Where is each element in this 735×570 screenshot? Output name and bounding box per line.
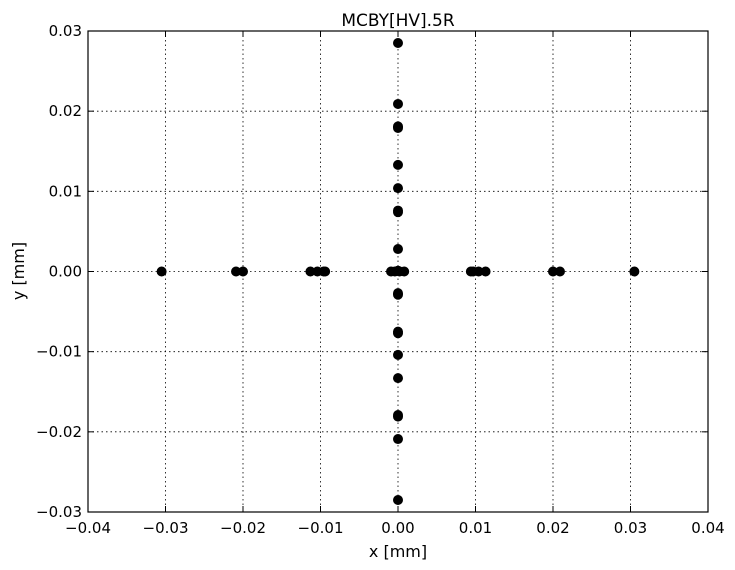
data-point [320, 266, 331, 277]
data-point [554, 266, 565, 277]
data-point [393, 98, 403, 109]
x-tick-labels: −0.04 −0.03 −0.02 −0.01 0.00 0.01 0.02 0.03 0.04 [65, 519, 725, 537]
data-point [393, 159, 403, 170]
x-tick-label: 0.00 [381, 519, 414, 537]
y-axis-label: y [mm] [9, 242, 28, 300]
data-point [393, 244, 403, 255]
ticks [87, 30, 709, 513]
data-point [393, 328, 403, 339]
y-tick-labels: −0.03 −0.02 −0.01 0.00 0.01 0.02 0.03 [36, 22, 82, 521]
x-tick-label: 0.04 [691, 519, 724, 537]
data-point [393, 411, 403, 422]
data-point [393, 349, 403, 360]
y-tick-label: 0.00 [49, 263, 82, 281]
data-point [238, 266, 248, 277]
data-point [393, 289, 403, 300]
data-point [629, 266, 640, 277]
data-point [480, 266, 491, 277]
y-tick-label: −0.03 [36, 503, 82, 521]
y-tick-label: −0.02 [36, 423, 82, 441]
data-point [156, 266, 167, 277]
x-tick-label: −0.01 [298, 519, 344, 537]
chart-title: MCBY[HV].5R [341, 11, 455, 31]
data-point [393, 373, 403, 384]
x-tick-label: 0.03 [614, 519, 647, 537]
x-tick-label: −0.04 [65, 519, 111, 537]
data-point [393, 207, 403, 218]
x-tick-label: 0.01 [459, 519, 492, 537]
x-tick-label: −0.02 [220, 519, 266, 537]
grid [88, 31, 708, 512]
x-axis-label: x [mm] [369, 542, 427, 561]
y-tick-label: 0.01 [49, 182, 82, 200]
data-point [393, 183, 403, 194]
data-point [393, 38, 403, 49]
y-tick-label: −0.01 [36, 343, 82, 361]
data-point [393, 434, 403, 445]
data-point [393, 494, 403, 505]
data-point [399, 266, 410, 277]
y-tick-label: 0.02 [49, 102, 82, 120]
x-tick-label: 0.02 [536, 519, 569, 537]
data-point [393, 123, 403, 134]
data-points [156, 38, 640, 505]
y-tick-label: 0.03 [49, 22, 82, 40]
x-tick-label: −0.03 [143, 519, 189, 537]
